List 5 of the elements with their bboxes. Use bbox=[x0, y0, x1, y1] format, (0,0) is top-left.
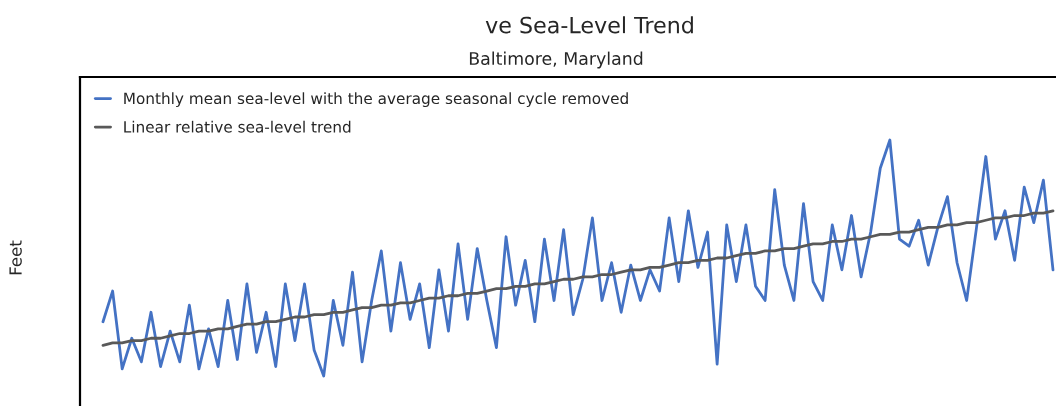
chart-title: ve Sea-Level Trend bbox=[485, 16, 693, 34]
y-axis-title: Feet bbox=[9, 240, 22, 275]
chart-subtitle: Baltimore, Maryland bbox=[469, 51, 643, 69]
legend-label: Linear relative sea-level trend bbox=[124, 120, 351, 133]
legend-label: Monthly mean sea-level with the average seasonal cycle removed bbox=[124, 92, 628, 108]
